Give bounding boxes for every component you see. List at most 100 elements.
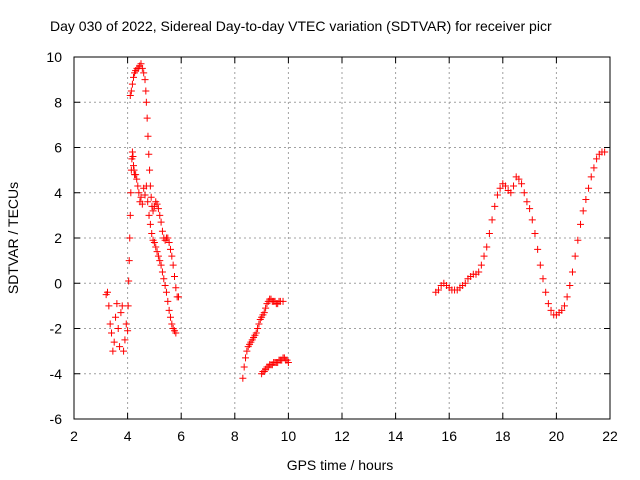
y-tick-label: 4 bbox=[54, 185, 62, 201]
y-tick-label: 6 bbox=[54, 140, 62, 156]
data-point bbox=[254, 325, 262, 332]
data-point bbox=[127, 87, 135, 95]
data-point bbox=[510, 182, 518, 190]
data-point bbox=[475, 268, 483, 276]
data-point bbox=[601, 148, 609, 156]
data-point bbox=[149, 207, 157, 215]
data-point bbox=[129, 73, 137, 81]
points-layer bbox=[102, 60, 609, 382]
data-point bbox=[563, 293, 571, 301]
data-point bbox=[129, 153, 137, 161]
data-point bbox=[137, 60, 145, 68]
y-axis-label: SDTVAR / TECUs bbox=[5, 182, 21, 294]
data-point bbox=[491, 202, 499, 210]
data-point bbox=[507, 189, 515, 197]
x-tick-label: 16 bbox=[441, 428, 457, 444]
data-point bbox=[157, 261, 165, 269]
data-point bbox=[158, 268, 166, 276]
data-point bbox=[461, 279, 469, 287]
data-point bbox=[142, 98, 150, 106]
data-point bbox=[120, 347, 128, 355]
data-point bbox=[143, 114, 151, 122]
data-point bbox=[127, 189, 135, 197]
x-axis-label: GPS time / hours bbox=[287, 457, 394, 473]
x-tick-label: 8 bbox=[231, 428, 239, 444]
data-point bbox=[146, 220, 154, 228]
data-point bbox=[158, 227, 166, 235]
data-point bbox=[148, 229, 156, 237]
data-point bbox=[587, 173, 595, 181]
tick-layer: 2 4 6 8 10 12 14 16 18 20 22 -6 -4 -2 0 2 4 6 8 10 bbox=[46, 49, 618, 444]
data-point bbox=[126, 234, 134, 242]
data-point bbox=[477, 261, 485, 269]
data-point bbox=[560, 302, 568, 310]
data-point bbox=[175, 293, 183, 301]
y-tick-label: 10 bbox=[46, 49, 62, 65]
data-point bbox=[493, 191, 501, 199]
data-point bbox=[544, 300, 552, 308]
data-point bbox=[141, 191, 149, 199]
data-point bbox=[129, 162, 137, 170]
data-point bbox=[520, 189, 528, 197]
data-point bbox=[166, 245, 174, 253]
data-point bbox=[240, 363, 248, 371]
data-point bbox=[138, 200, 146, 208]
data-point bbox=[134, 182, 142, 190]
data-point bbox=[577, 220, 585, 228]
data-point bbox=[145, 211, 153, 219]
data-point bbox=[172, 329, 180, 337]
data-point bbox=[536, 261, 544, 269]
data-point bbox=[162, 288, 170, 296]
data-point bbox=[568, 268, 576, 276]
data-point bbox=[243, 347, 251, 355]
data-point bbox=[147, 193, 155, 201]
data-point bbox=[116, 343, 124, 351]
series-seg1 bbox=[102, 148, 180, 355]
data-point bbox=[104, 288, 111, 296]
data-point bbox=[110, 338, 118, 346]
data-point bbox=[242, 354, 250, 362]
series-seg2 bbox=[126, 60, 183, 301]
data-point bbox=[539, 275, 547, 283]
data-point bbox=[168, 320, 176, 328]
x-tick-label: 2 bbox=[70, 428, 78, 444]
y-tick-label: -4 bbox=[50, 366, 63, 382]
x-tick-label: 4 bbox=[124, 428, 132, 444]
data-point bbox=[153, 248, 161, 256]
y-tick-label: -2 bbox=[50, 321, 63, 337]
data-point bbox=[145, 150, 153, 158]
data-point bbox=[542, 288, 550, 296]
data-point bbox=[141, 76, 149, 84]
data-point bbox=[144, 198, 152, 206]
data-point bbox=[496, 184, 504, 192]
x-tick-label: 14 bbox=[388, 428, 404, 444]
data-point bbox=[574, 236, 582, 244]
data-point bbox=[593, 155, 601, 163]
data-point bbox=[279, 297, 287, 305]
data-point bbox=[558, 306, 566, 314]
data-point bbox=[171, 272, 178, 280]
data-point bbox=[480, 252, 488, 260]
y-tick-label: -6 bbox=[50, 411, 63, 427]
data-point bbox=[106, 320, 114, 328]
data-point bbox=[108, 329, 116, 337]
y-tick-label: 0 bbox=[54, 275, 62, 291]
data-point bbox=[128, 148, 136, 156]
grid-layer bbox=[74, 57, 610, 419]
data-point bbox=[130, 166, 138, 174]
data-point bbox=[590, 164, 598, 172]
data-point bbox=[547, 306, 555, 314]
x-tick-label: 20 bbox=[549, 428, 565, 444]
data-point bbox=[142, 87, 150, 95]
data-point bbox=[118, 302, 126, 310]
x-tick-label: 10 bbox=[281, 428, 297, 444]
data-point bbox=[531, 229, 539, 237]
data-point bbox=[144, 132, 152, 140]
data-point bbox=[585, 184, 593, 192]
data-point bbox=[126, 211, 134, 219]
data-point bbox=[152, 243, 160, 251]
data-point bbox=[485, 229, 493, 237]
data-point bbox=[112, 313, 120, 321]
